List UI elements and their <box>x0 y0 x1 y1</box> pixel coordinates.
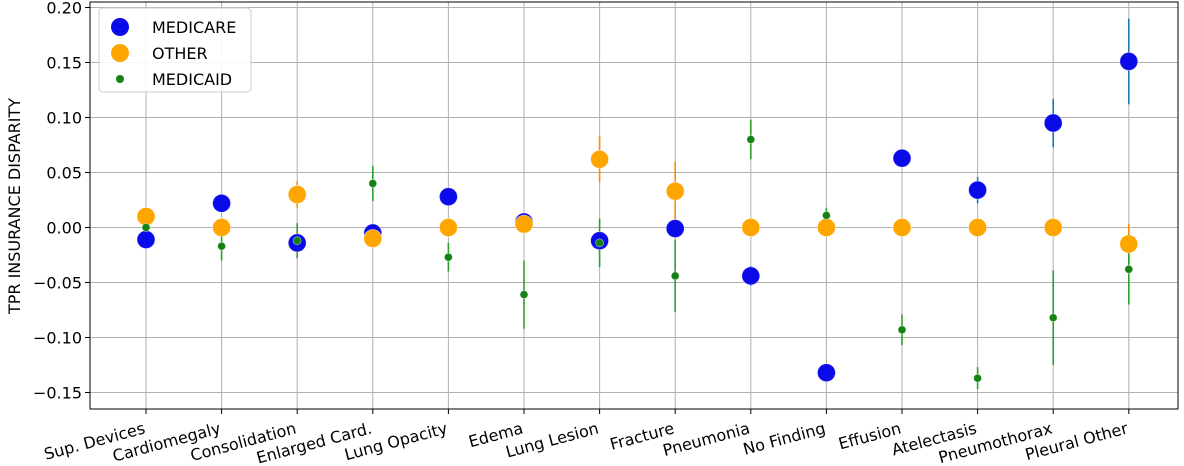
data-point <box>892 148 912 168</box>
data-point <box>212 218 232 237</box>
data-point <box>892 218 912 237</box>
data-point <box>822 210 831 220</box>
data-point <box>363 229 383 248</box>
y-tick-label: −0.10 <box>33 329 82 348</box>
data-point <box>368 179 378 188</box>
data-point <box>212 193 232 213</box>
y-tick-label: −0.05 <box>33 274 82 293</box>
legend: MEDICARE OTHER MEDICAID <box>98 7 252 93</box>
data-point <box>438 187 458 207</box>
data-point <box>968 180 987 200</box>
y-tick-label: 0.15 <box>46 54 82 73</box>
y-tick-label: 0.05 <box>46 164 82 183</box>
data-point <box>595 238 604 248</box>
data-point <box>897 325 907 335</box>
x-axis-ticks: Sup. DevicesCardiomegalyConsolidationEnl… <box>42 409 1130 466</box>
x-tick-label: No Finding <box>741 419 827 459</box>
data-point <box>973 373 982 383</box>
y-tick-label: 0.10 <box>46 109 82 128</box>
data-point <box>438 218 458 237</box>
data-markers <box>136 52 1139 383</box>
data-point <box>287 185 307 204</box>
plot-frame <box>89 1 1179 410</box>
legend-marker <box>111 18 129 36</box>
plot-background <box>90 2 1178 409</box>
y-tick-label: −0.15 <box>33 384 82 403</box>
data-point <box>670 271 680 281</box>
data-point <box>817 218 836 237</box>
data-point <box>968 218 987 237</box>
data-point <box>136 207 156 226</box>
y-axis-label: TPR INSURANCE DISPARITY <box>5 98 24 315</box>
data-point <box>1043 113 1063 133</box>
legend-marker <box>111 44 129 62</box>
legend-label: MEDICAID <box>152 70 232 89</box>
data-point <box>514 214 534 234</box>
data-point <box>1119 52 1139 71</box>
data-point <box>665 219 685 239</box>
legend-label: OTHER <box>152 44 208 63</box>
data-point <box>746 135 756 144</box>
data-point <box>443 252 453 262</box>
legend-box <box>98 7 252 93</box>
legend-marker <box>116 75 124 83</box>
data-point <box>1048 313 1058 323</box>
y-tick-label: 0.00 <box>46 219 82 238</box>
data-point <box>1043 218 1063 237</box>
y-tick-label: 0.20 <box>46 0 82 18</box>
data-point <box>741 218 761 237</box>
data-point <box>590 149 609 169</box>
legend-label: MEDICARE <box>152 18 236 37</box>
data-point <box>217 241 227 251</box>
y-axis-ticks: 0.20 0.15 0.10 0.05 0.00 −0.05 −0.10 −0.15 <box>33 0 90 403</box>
data-point <box>141 223 151 232</box>
data-point <box>817 363 836 383</box>
data-point <box>519 290 529 300</box>
data-point <box>665 181 685 201</box>
x-tick-label: Pneumonia <box>661 419 752 460</box>
data-point <box>741 266 761 286</box>
data-point <box>136 230 156 250</box>
data-point <box>1119 234 1139 254</box>
data-point <box>292 236 302 246</box>
data-point <box>1124 264 1134 274</box>
